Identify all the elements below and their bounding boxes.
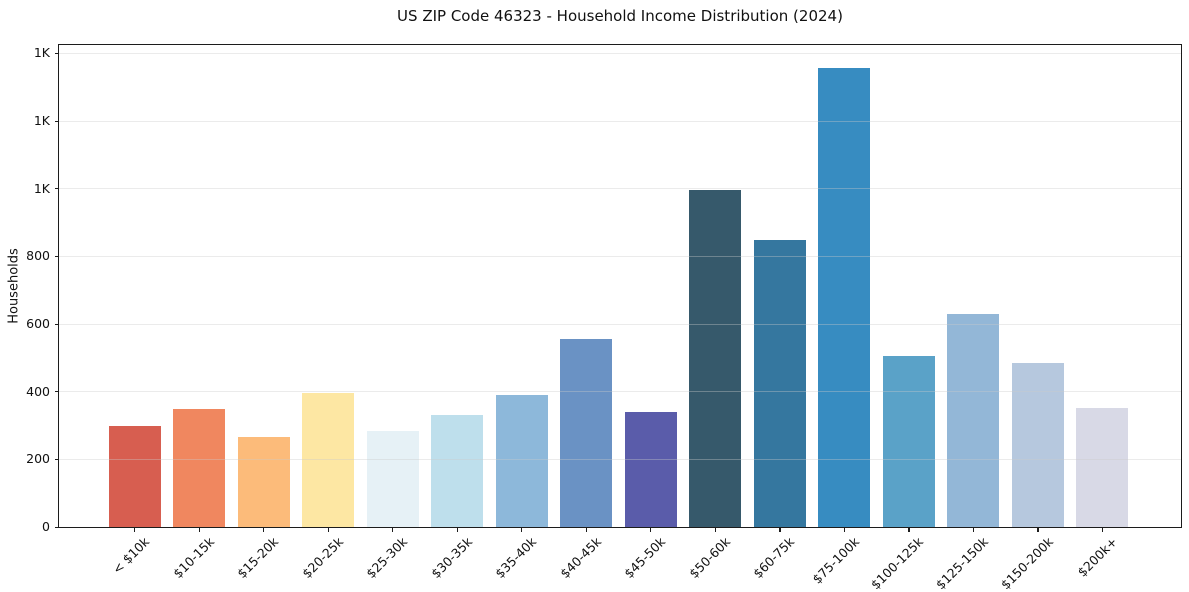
- y-tick-mark: [54, 255, 59, 258]
- bar-20-25k: [302, 393, 355, 527]
- x-tick-mark: [327, 527, 329, 532]
- bar-60-75k: [753, 240, 806, 527]
- x-tick-mark: [585, 527, 587, 532]
- x-tick-mark: [779, 527, 781, 532]
- gridline-y-1000: [59, 188, 1181, 190]
- y-tick-mark: [54, 120, 59, 122]
- bar-50-60k: [689, 189, 742, 527]
- gridline-y-1200: [59, 120, 1181, 122]
- y-tick-mark: [54, 458, 59, 461]
- x-tick-mark: [972, 527, 975, 532]
- x-tick-label-150-200k: $150-200k: [997, 534, 1056, 592]
- bar-15-20k: [237, 436, 290, 527]
- gridline-y-1400: [59, 52, 1181, 54]
- x-tick-mark: [263, 527, 265, 532]
- bar-150-200k: [1011, 363, 1064, 527]
- x-tick-label-100-125k: $100-125k: [868, 534, 927, 592]
- bar-40-45k: [560, 339, 613, 527]
- x-tick-mark: [650, 527, 652, 532]
- x-tick-label-60-75k: $60-75k: [750, 534, 798, 582]
- x-tick-label-under-10k: < $10k: [109, 534, 153, 577]
- y-tick-label-600: 600: [26, 316, 50, 332]
- x-tick-label-25-30k: $25-30k: [363, 534, 411, 582]
- x-tick-mark: [1037, 527, 1039, 532]
- x-tick-label-30-35k: $30-35k: [427, 534, 475, 582]
- y-tick-mark: [54, 323, 59, 325]
- x-tick-label-75-100k: $75-100k: [809, 534, 862, 587]
- x-tick-mark: [198, 527, 200, 532]
- x-axis-tick-labels: < $10k $10-15k $15-20k $20-25k $25-30k $30-35…: [59, 531, 1181, 592]
- y-tick-label-400: 400: [26, 383, 50, 399]
- y-tick-mark: [54, 52, 59, 55]
- x-tick-label-125-150k: $125-150k: [932, 534, 992, 592]
- bar-10-15k: [173, 408, 226, 527]
- bar-75-100k: [818, 68, 871, 527]
- x-tick-mark: [134, 527, 136, 532]
- x-tick-label-50-60k: $50-60k: [685, 534, 733, 582]
- y-tick-label-1000: 1K: [33, 180, 50, 196]
- bar-125-150k: [947, 314, 1000, 527]
- gridline-y-800: [59, 255, 1181, 257]
- y-tick-label-1400: 1K: [33, 45, 50, 61]
- x-tick-mark: [714, 527, 716, 532]
- y-tick-label-800: 800: [26, 248, 50, 264]
- x-tick-label-20-25k: $20-25k: [298, 534, 346, 582]
- chart-title: US ZIP Code 46323 - Household Income Dis…: [397, 7, 843, 25]
- bar-100-125k: [882, 355, 935, 527]
- gridline-y-600: [59, 323, 1181, 325]
- bar-45-50k: [624, 412, 677, 527]
- x-tick-label-10-15k: $10-15k: [169, 534, 217, 582]
- y-tick-label-200: 200: [26, 451, 50, 467]
- gridline-y-200: [59, 458, 1181, 460]
- x-tick-label-45-50k: $45-50k: [621, 534, 669, 582]
- bar-25-30k: [366, 430, 419, 527]
- bar-30-35k: [431, 414, 484, 527]
- y-axis-tick-labels: 0 200 400 600 800 1K 1K 1K: [0, 45, 50, 534]
- y-tick-mark: [54, 391, 59, 393]
- x-tick-mark: [392, 527, 394, 532]
- plot-area: [58, 44, 1182, 528]
- gridline-y-400: [59, 391, 1181, 393]
- x-tick-label-40-45k: $40-45k: [556, 534, 604, 582]
- x-tick-mark: [843, 527, 846, 532]
- y-tick-label-1200: 1K: [33, 113, 50, 129]
- bar-under-10k: [108, 425, 161, 527]
- bar-200k-plus: [1076, 408, 1129, 527]
- x-tick-mark: [908, 527, 910, 532]
- x-tick-mark: [521, 527, 523, 532]
- x-tick-label-35-40k: $35-40k: [492, 534, 540, 582]
- x-tick-mark: [1101, 527, 1104, 532]
- y-tick-label-0: 0: [42, 519, 50, 534]
- x-tick-label-200k-plus: $200k+: [1074, 534, 1121, 580]
- x-tick-label-15-20k: $15-20k: [234, 534, 282, 582]
- y-tick-mark: [54, 526, 59, 528]
- bar-35-40k: [495, 395, 548, 527]
- y-tick-mark: [54, 188, 59, 190]
- x-tick-mark: [456, 527, 458, 532]
